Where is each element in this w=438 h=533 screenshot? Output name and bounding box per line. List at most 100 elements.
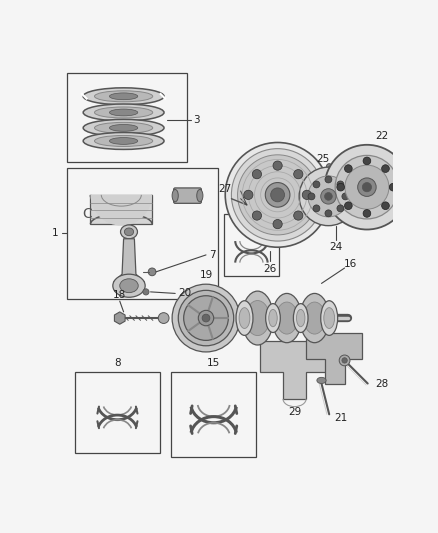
Text: 29: 29 xyxy=(288,407,301,417)
Ellipse shape xyxy=(269,309,277,327)
Circle shape xyxy=(337,183,345,191)
Ellipse shape xyxy=(293,304,308,333)
Circle shape xyxy=(345,202,352,209)
Text: 7: 7 xyxy=(209,250,215,260)
Circle shape xyxy=(178,290,234,346)
Circle shape xyxy=(337,205,344,212)
Circle shape xyxy=(225,142,330,247)
Ellipse shape xyxy=(246,301,269,336)
Ellipse shape xyxy=(124,228,134,236)
Wedge shape xyxy=(91,195,152,225)
Ellipse shape xyxy=(110,109,138,116)
Bar xyxy=(224,214,279,276)
Bar xyxy=(91,195,152,224)
Circle shape xyxy=(273,220,282,229)
Text: 27: 27 xyxy=(219,184,232,195)
Bar xyxy=(171,372,256,457)
Text: 26: 26 xyxy=(263,264,276,274)
Circle shape xyxy=(198,310,214,326)
Text: 25: 25 xyxy=(316,154,330,164)
Circle shape xyxy=(143,289,149,295)
Circle shape xyxy=(299,167,358,225)
Ellipse shape xyxy=(83,133,164,149)
Circle shape xyxy=(362,182,371,192)
Ellipse shape xyxy=(321,301,338,335)
Ellipse shape xyxy=(228,196,234,201)
Ellipse shape xyxy=(83,88,164,105)
Circle shape xyxy=(381,202,389,209)
Ellipse shape xyxy=(297,309,305,327)
Ellipse shape xyxy=(317,377,326,384)
Text: 22: 22 xyxy=(376,131,389,141)
Text: 15: 15 xyxy=(207,358,220,368)
Circle shape xyxy=(389,183,397,191)
Circle shape xyxy=(271,188,285,202)
Bar xyxy=(67,168,218,299)
Ellipse shape xyxy=(276,302,298,334)
Circle shape xyxy=(345,165,352,173)
Text: 21: 21 xyxy=(334,413,347,423)
Ellipse shape xyxy=(110,93,138,100)
Circle shape xyxy=(342,358,347,363)
Ellipse shape xyxy=(304,302,325,334)
Circle shape xyxy=(381,165,389,173)
Polygon shape xyxy=(306,334,362,384)
Circle shape xyxy=(358,178,376,196)
Polygon shape xyxy=(260,341,329,399)
Text: 19: 19 xyxy=(199,270,212,280)
Ellipse shape xyxy=(83,119,164,136)
Circle shape xyxy=(237,155,318,235)
Text: 18: 18 xyxy=(113,290,127,300)
Text: 4: 4 xyxy=(271,198,278,207)
Ellipse shape xyxy=(197,189,203,202)
Circle shape xyxy=(339,355,350,366)
Circle shape xyxy=(335,156,399,219)
Ellipse shape xyxy=(120,225,138,239)
Circle shape xyxy=(342,193,349,200)
Circle shape xyxy=(313,181,320,188)
Ellipse shape xyxy=(272,294,301,343)
Circle shape xyxy=(252,211,261,220)
Ellipse shape xyxy=(172,189,178,202)
Bar xyxy=(75,372,160,453)
Ellipse shape xyxy=(110,138,138,144)
Polygon shape xyxy=(113,239,145,282)
Ellipse shape xyxy=(95,135,153,147)
Ellipse shape xyxy=(95,107,153,118)
Circle shape xyxy=(321,189,336,204)
Ellipse shape xyxy=(120,279,138,293)
Text: 8: 8 xyxy=(114,358,121,368)
Circle shape xyxy=(184,296,228,341)
Ellipse shape xyxy=(239,308,250,328)
Circle shape xyxy=(363,209,371,217)
Text: 24: 24 xyxy=(329,242,343,252)
Circle shape xyxy=(363,157,371,165)
Bar xyxy=(67,73,187,161)
Ellipse shape xyxy=(324,308,335,328)
Ellipse shape xyxy=(266,304,280,333)
Text: 28: 28 xyxy=(375,378,388,389)
Text: 3: 3 xyxy=(194,115,200,125)
Circle shape xyxy=(172,284,240,352)
Ellipse shape xyxy=(158,313,169,324)
Text: 1: 1 xyxy=(52,228,59,238)
Circle shape xyxy=(325,145,409,230)
Text: C: C xyxy=(82,207,92,221)
Circle shape xyxy=(244,190,253,199)
Circle shape xyxy=(202,314,210,322)
Ellipse shape xyxy=(113,274,145,297)
Circle shape xyxy=(308,176,349,217)
Circle shape xyxy=(325,176,332,183)
Circle shape xyxy=(293,169,303,179)
Circle shape xyxy=(302,190,311,199)
Ellipse shape xyxy=(95,91,153,102)
Ellipse shape xyxy=(95,123,153,133)
Circle shape xyxy=(148,268,156,276)
Ellipse shape xyxy=(83,104,164,121)
Text: 16: 16 xyxy=(343,259,357,269)
Circle shape xyxy=(273,161,282,170)
Ellipse shape xyxy=(300,294,329,343)
Ellipse shape xyxy=(110,125,138,131)
Circle shape xyxy=(308,193,315,200)
Circle shape xyxy=(293,211,303,220)
